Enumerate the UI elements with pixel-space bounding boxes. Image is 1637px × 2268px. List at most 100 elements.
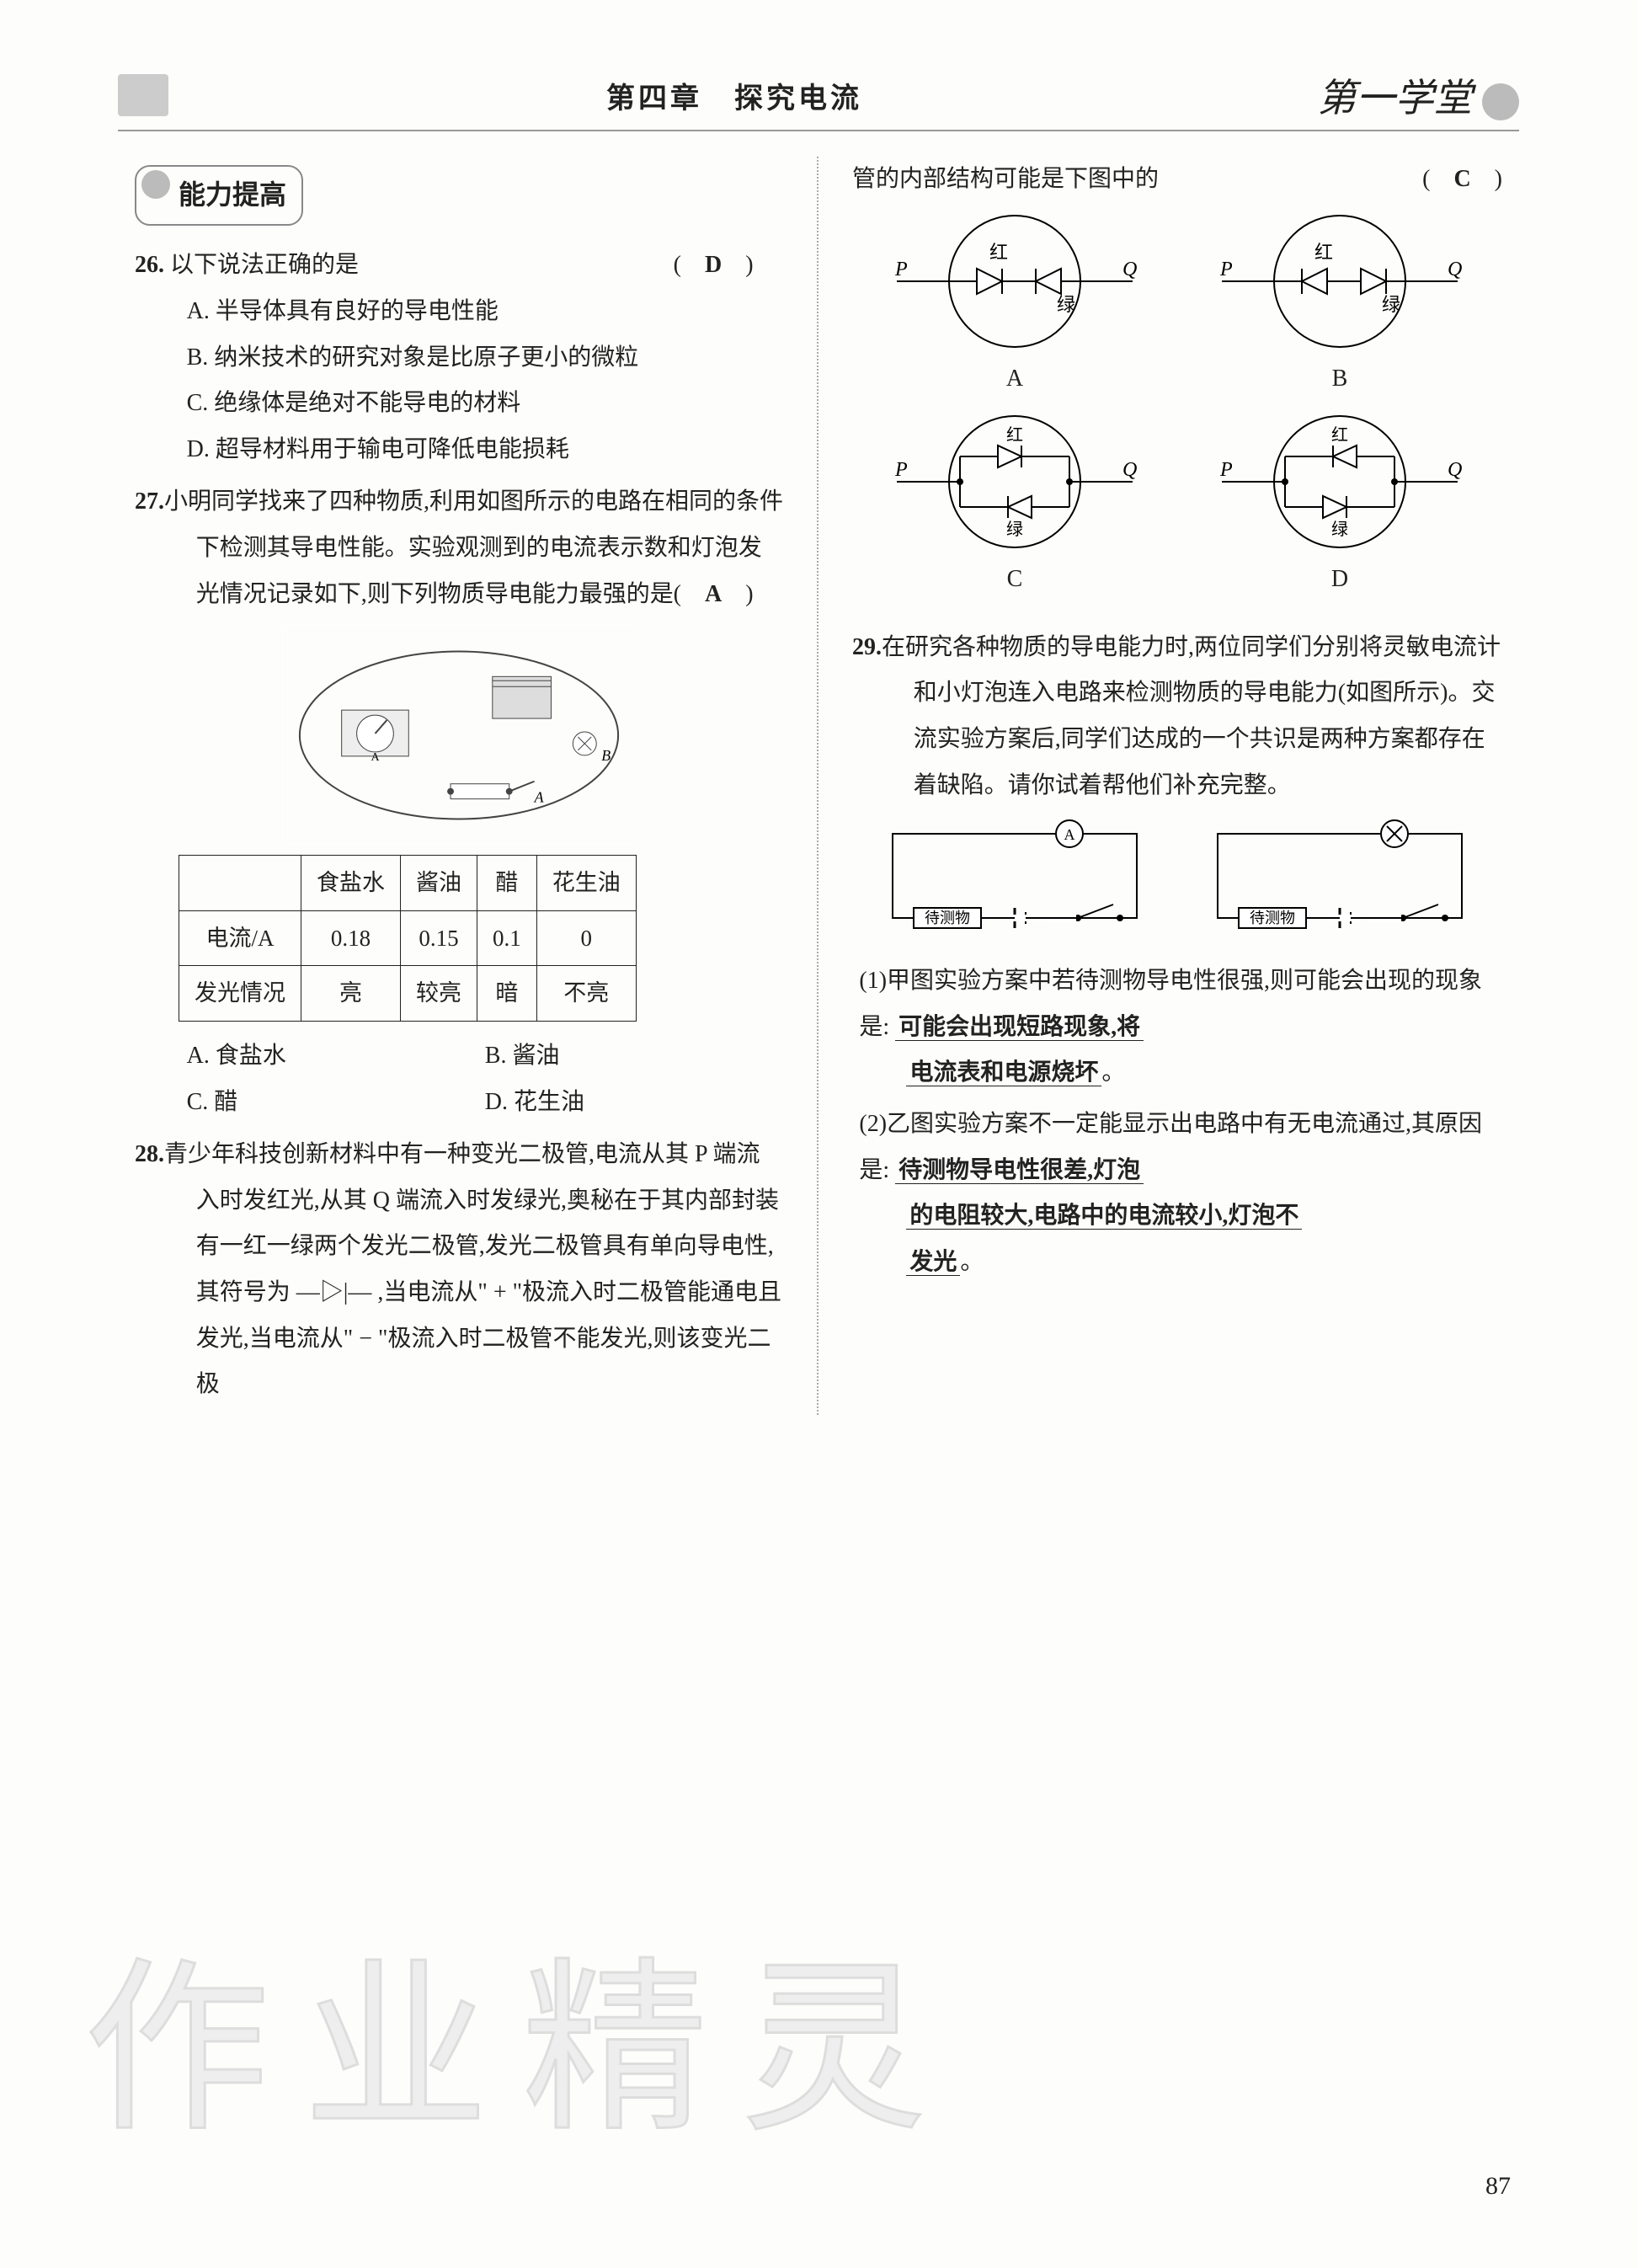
svg-text:Q: Q bbox=[1122, 259, 1137, 280]
q29-circuit-pair: A 待测物 bbox=[852, 817, 1502, 943]
section-badge: 能力提高 bbox=[135, 165, 303, 226]
r2c1: 亮 bbox=[301, 966, 401, 1022]
th-1: 食盐水 bbox=[301, 856, 401, 911]
diode-label-a: A bbox=[859, 356, 1171, 403]
q26-options: A. 半导体具有良好的导电性能 B. 纳米技术的研究对象是比原子更小的微粒 C.… bbox=[135, 289, 783, 472]
svg-text:红: 红 bbox=[1331, 425, 1348, 445]
q27-answer-paren: ( A ) bbox=[734, 572, 783, 618]
watermark-text: 作业精灵 bbox=[84, 1899, 960, 2167]
diode-label-b: B bbox=[1184, 356, 1496, 403]
q27-options: A. 食盐水 B. 酱油 C. 醋 D. 花生油 bbox=[135, 1033, 783, 1125]
q26-opt-a: A. 半导体具有良好的导电性能 bbox=[187, 289, 783, 335]
q27-opt-b: B. 酱油 bbox=[485, 1033, 783, 1080]
q29-sub2-ans1: 待测物导电性很差,灯泡 bbox=[895, 1157, 1144, 1184]
q29-sub1-ans2: 电流表和电源烧坏 bbox=[906, 1059, 1101, 1086]
svg-text:Q: Q bbox=[1448, 259, 1462, 280]
th-2: 酱油 bbox=[401, 856, 477, 911]
q29-sub1-ans1: 可能会出现短路现象,将 bbox=[895, 1014, 1144, 1041]
r1c3: 0.1 bbox=[477, 910, 537, 966]
q27-opt-a: A. 食盐水 bbox=[187, 1033, 485, 1080]
svg-text:Q: Q bbox=[1122, 459, 1137, 481]
svg-text:红: 红 bbox=[1006, 425, 1023, 445]
svg-text:绿: 绿 bbox=[1057, 294, 1075, 315]
svg-text:绿: 绿 bbox=[1331, 520, 1348, 539]
q27-number: 27. bbox=[135, 488, 164, 515]
r2c3: 暗 bbox=[477, 966, 537, 1022]
svg-text:红: 红 bbox=[1314, 242, 1333, 263]
r1c2: 0.15 bbox=[401, 910, 477, 966]
q28-number: 28. bbox=[135, 1141, 164, 1167]
svg-text:A: A bbox=[371, 751, 379, 764]
svg-text:P: P bbox=[1219, 459, 1233, 481]
r1c0: 电流/A bbox=[179, 910, 301, 966]
question-28-cont: 管的内部结构可能是下图中的 ( C ) 红 bbox=[852, 157, 1502, 611]
question-27: 27.小明同学找来了四种物质,利用如图所示的电路在相同的条件下检测其导电性能。实… bbox=[135, 479, 783, 1125]
th-4: 花生油 bbox=[536, 856, 636, 911]
q29-sub1-period: 。 bbox=[1101, 1059, 1125, 1086]
q26-opt-d: D. 超导材料用于输电可降低电能损耗 bbox=[187, 427, 783, 473]
diode-cell-c: 红 绿 P Q C bbox=[859, 410, 1171, 603]
q29-number: 29. bbox=[852, 634, 882, 660]
diode-cell-d: 红 绿 P Q D bbox=[1184, 410, 1496, 603]
badge-label: 能力提高 bbox=[135, 165, 303, 226]
page-header: 第四章 探究电流 第一学堂 bbox=[118, 67, 1519, 131]
table-row-current: 电流/A 0.18 0.15 0.1 0 bbox=[179, 910, 637, 966]
q27-table: 食盐水 酱油 醋 花生油 电流/A 0.18 0.15 0.1 0 发光情况 亮… bbox=[179, 855, 637, 1022]
question-28: 28.青少年科技创新材料中有一种变光二极管,电流从其 P 端流入时发红光,从其 … bbox=[135, 1132, 783, 1408]
brand-text: 第一学堂 bbox=[1318, 77, 1473, 120]
q29-sub1: (1)甲图实验方案中若待测物导电性很强,则可能会出现的现象是: 可能会出现短路现… bbox=[852, 958, 1502, 1097]
q29-stem: 在研究各种物质的导电能力时,两位同学们分别将灵敏电流计和小灯泡连入电路来检测物质… bbox=[882, 634, 1501, 798]
q27-answer: A bbox=[705, 581, 722, 607]
q28-answer: C bbox=[1453, 166, 1470, 192]
q26-stem: 以下说法正确的是 bbox=[170, 252, 359, 278]
q29-sub2-label: (2) bbox=[859, 1111, 887, 1137]
svg-text:A: A bbox=[1064, 826, 1075, 843]
brand-title: 第一学堂 bbox=[1300, 67, 1519, 123]
q28-stem: 青少年科技创新材料中有一种变光二极管,电流从其 P 端流入时发红光,从其 Q 端… bbox=[164, 1141, 781, 1397]
svg-text:待测物: 待测物 bbox=[1250, 910, 1295, 926]
svg-text:绿: 绿 bbox=[1006, 520, 1023, 539]
diode-label-d: D bbox=[1184, 557, 1496, 603]
svg-text:绿: 绿 bbox=[1382, 294, 1400, 315]
q28-cont: 管的内部结构可能是下图中的 bbox=[852, 166, 1159, 192]
svg-text:红: 红 bbox=[989, 242, 1008, 263]
circuit-yi: 待测物 bbox=[1201, 817, 1479, 943]
q29-sub2-ans3: 发光 bbox=[906, 1249, 960, 1276]
th-blank bbox=[179, 856, 301, 911]
table-row-header: 食盐水 酱油 醋 花生油 bbox=[179, 856, 637, 911]
svg-text:P: P bbox=[894, 259, 908, 280]
svg-text:A: A bbox=[534, 789, 544, 806]
question-26: 26. 以下说法正确的是 ( D ) A. 半导体具有良好的导电性能 B. 纳米… bbox=[135, 243, 783, 472]
diode-diagram-grid: 红 绿 P Q A bbox=[852, 210, 1502, 611]
q29-sub1-label: (1) bbox=[859, 968, 887, 994]
page-number: 87 bbox=[1485, 2172, 1511, 2201]
q28-answer-paren: ( C ) bbox=[1422, 157, 1502, 203]
q29-sub2: (2)乙图实验方案不一定能显示出电路中有无电流通过,其原因是: 待测物导电性很差… bbox=[852, 1102, 1502, 1285]
svg-text:P: P bbox=[1219, 259, 1233, 280]
diode-cell-b: 红 绿 P Q B bbox=[1184, 210, 1496, 403]
content-columns: 能力提高 26. 以下说法正确的是 ( D ) A. 半导体具有良好的导电性能 … bbox=[118, 157, 1519, 1415]
q29-sub2-period: 。 bbox=[960, 1249, 984, 1275]
chapter-title: 第四章 探究电流 bbox=[168, 75, 1300, 116]
question-29: 29.在研究各种物质的导电能力时,两位同学们分别将灵敏电流计和小灯泡连入电路来检… bbox=[852, 625, 1502, 1286]
svg-text:待测物: 待测物 bbox=[925, 910, 970, 926]
q27-opt-c: C. 醋 bbox=[187, 1080, 485, 1126]
q26-answer: D bbox=[705, 252, 722, 278]
book-icon bbox=[118, 74, 168, 116]
left-column: 能力提高 26. 以下说法正确的是 ( D ) A. 半导体具有良好的导电性能 … bbox=[118, 157, 818, 1415]
q26-number: 26. bbox=[135, 252, 164, 278]
right-column: 管的内部结构可能是下图中的 ( C ) 红 bbox=[818, 157, 1519, 1415]
table-row-light: 发光情况 亮 较亮 暗 不亮 bbox=[179, 966, 637, 1022]
r1c4: 0 bbox=[536, 910, 636, 966]
svg-text:Q: Q bbox=[1448, 459, 1462, 481]
thumb-icon bbox=[1482, 83, 1519, 120]
r2c2: 较亮 bbox=[401, 966, 477, 1022]
q27-opt-d: D. 花生油 bbox=[485, 1080, 783, 1126]
r1c1: 0.18 bbox=[301, 910, 401, 966]
q26-opt-c: C. 绝缘体是绝对不能导电的材料 bbox=[187, 381, 783, 427]
svg-text:P: P bbox=[894, 459, 908, 481]
r2c0: 发光情况 bbox=[179, 966, 301, 1022]
svg-text:B: B bbox=[601, 747, 611, 764]
circuit-jia: A 待测物 bbox=[876, 817, 1154, 943]
q27-circuit-diagram: A A B bbox=[282, 626, 636, 845]
